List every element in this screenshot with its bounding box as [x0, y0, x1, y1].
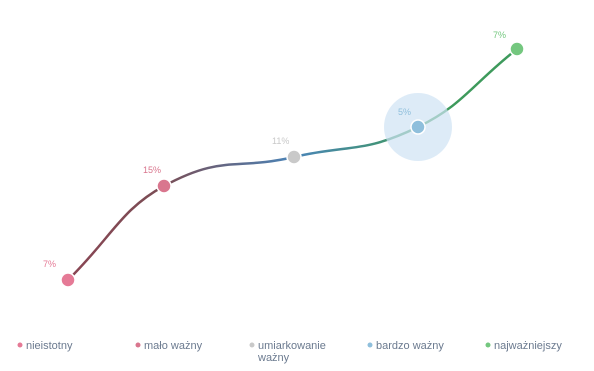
legend-marker — [485, 342, 491, 348]
legend-label[interactable]: umiarkowanie ważny — [257, 340, 326, 364]
legend-marker — [249, 342, 255, 348]
legend-label[interactable]: nieistotny — [26, 340, 73, 352]
data-point[interactable] — [410, 119, 426, 135]
trend-segment — [162, 155, 296, 188]
legend-marker — [135, 342, 141, 348]
data-point-group — [60, 41, 525, 288]
data-label: 7% — [493, 30, 506, 40]
legend-label[interactable]: mało ważny — [144, 340, 203, 352]
data-label-group: 7% 15% 11% 5% 7% — [43, 30, 506, 269]
data-point[interactable] — [156, 178, 172, 194]
data-point[interactable] — [60, 272, 76, 288]
legend-marker — [17, 342, 23, 348]
data-label: 11% — [272, 136, 289, 146]
legend-label[interactable]: najważniejszy — [494, 340, 562, 352]
data-point[interactable] — [509, 41, 525, 57]
legend-marker — [367, 342, 373, 348]
trend-segment — [66, 184, 166, 282]
legend: nieistotny mało ważny umiarkowanie ważny bar… — [17, 340, 562, 364]
data-label: 5% — [398, 107, 411, 117]
data-point[interactable] — [286, 149, 302, 165]
data-label: 7% — [43, 259, 56, 269]
data-label: 15% — [143, 165, 161, 175]
legend-label[interactable]: bardzo ważny — [376, 340, 444, 352]
